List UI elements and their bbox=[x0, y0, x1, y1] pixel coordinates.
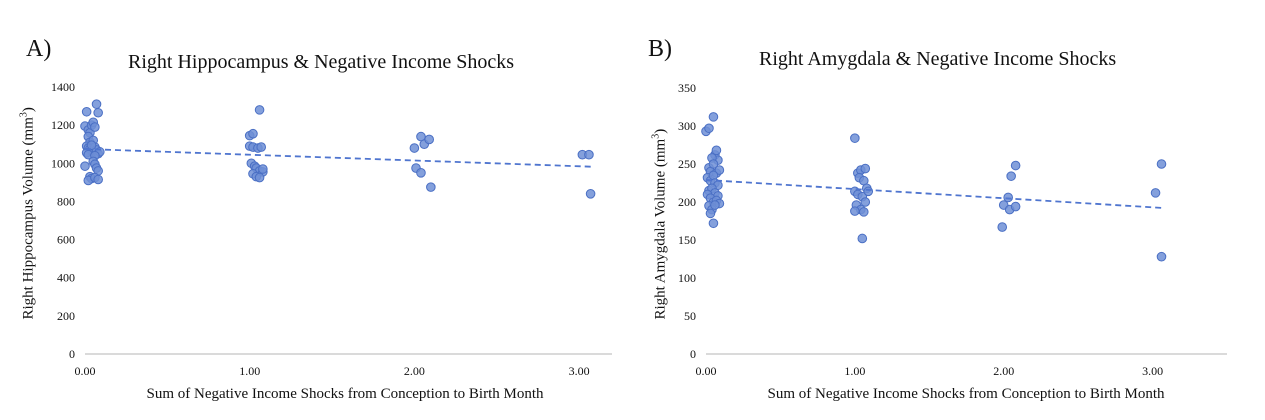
y-tick-label-b: 100 bbox=[678, 271, 696, 285]
data-point-a bbox=[93, 107, 103, 118]
data-point-a bbox=[258, 164, 268, 174]
data-point-a bbox=[416, 168, 426, 178]
x-tick-label-a: 1.00 bbox=[239, 364, 260, 378]
data-point-b bbox=[857, 233, 868, 244]
data-point-b bbox=[1156, 159, 1167, 169]
data-point-b bbox=[708, 170, 719, 181]
y-tick-label-a: 200 bbox=[57, 309, 75, 323]
data-point-b bbox=[863, 186, 874, 197]
data-point-a bbox=[254, 172, 265, 183]
x-tick-label-b: 1.00 bbox=[844, 364, 865, 378]
data-point-a bbox=[248, 128, 258, 139]
y-tick-label-a: 1200 bbox=[51, 118, 75, 132]
data-point-b bbox=[1156, 251, 1167, 262]
plot-area-b: 0 50 100 150 200 250 300 350 0.00 1.00 2.00 3.00 bbox=[678, 81, 1227, 378]
chart-title-b: Right Amygdala & Negative Income Shocks bbox=[759, 48, 1117, 70]
data-point-b bbox=[711, 145, 722, 156]
data-point-a bbox=[254, 105, 265, 115]
data-point-b bbox=[708, 218, 719, 229]
y-tick-label-a: 1400 bbox=[51, 80, 75, 94]
trendline-b bbox=[705, 179, 1165, 209]
data-point-b bbox=[860, 197, 871, 207]
data-point-b bbox=[850, 206, 860, 216]
x-tick-label-b: 0.00 bbox=[696, 364, 717, 378]
plot-area-a: 0 200 400 600 800 1000 1200 1400 0.00 1.00 2.00 3.0… bbox=[51, 80, 612, 378]
x-axis-label-a: Sum of Negative Income Shocks from Conce… bbox=[146, 386, 544, 402]
data-point-a bbox=[90, 122, 100, 132]
data-point-a bbox=[86, 140, 97, 150]
x-tick-label-a: 3.00 bbox=[569, 364, 590, 378]
data-point-b bbox=[997, 222, 1008, 232]
x-axis-label-b: Sum of Negative Income Shocks from Conce… bbox=[767, 386, 1165, 402]
chart-title-a: Right Hippocampus & Negative Income Shoc… bbox=[128, 51, 515, 73]
chart-panel-a: A) Right Hippocampus & Negative Income S… bbox=[0, 0, 632, 420]
data-point-b bbox=[1006, 171, 1016, 181]
data-point-b bbox=[860, 163, 871, 174]
data-point-b bbox=[1010, 201, 1021, 212]
data-point-a bbox=[80, 161, 90, 171]
y-tick-label-b: 200 bbox=[678, 195, 696, 209]
y-tick-label-b: 350 bbox=[678, 81, 696, 95]
data-point-a bbox=[585, 189, 596, 199]
data-point-b bbox=[1010, 160, 1021, 171]
data-point-b bbox=[850, 133, 860, 143]
y-tick-label-a: 800 bbox=[57, 194, 75, 208]
data-point-b bbox=[705, 208, 716, 219]
y-tick-label-b: 300 bbox=[678, 119, 696, 133]
data-point-a bbox=[256, 142, 267, 152]
data-point-a bbox=[409, 143, 420, 153]
data-point-b bbox=[704, 123, 714, 134]
data-point-a bbox=[91, 99, 102, 109]
y-tick-label-b: 50 bbox=[684, 309, 696, 323]
y-tick-label-a: 1000 bbox=[51, 156, 75, 170]
data-point-a bbox=[424, 134, 434, 145]
y-tick-label-a: 0 bbox=[69, 347, 75, 361]
x-tick-label-a: 2.00 bbox=[404, 364, 425, 378]
y-tick-label-b: 150 bbox=[678, 233, 696, 247]
data-point-a bbox=[81, 106, 92, 117]
x-tick-label-b: 2.00 bbox=[993, 364, 1014, 378]
trendline-a bbox=[84, 148, 593, 168]
data-point-b bbox=[710, 200, 720, 210]
data-point-a bbox=[93, 174, 103, 185]
data-point-b bbox=[708, 112, 719, 122]
x-tick-label-a: 0.00 bbox=[75, 364, 96, 378]
y-tick-label-b: 0 bbox=[690, 347, 696, 361]
panel-label-b: B) bbox=[648, 36, 672, 62]
x-tick-label-b: 3.00 bbox=[1142, 364, 1163, 378]
y-tick-label-b: 250 bbox=[678, 157, 696, 171]
data-point-a bbox=[426, 182, 436, 192]
data-point-b bbox=[714, 165, 725, 175]
data-point-b bbox=[708, 159, 719, 169]
data-point-b bbox=[1003, 192, 1013, 203]
panel-label-a: A) bbox=[26, 36, 52, 62]
y-tick-label-a: 600 bbox=[57, 233, 75, 247]
data-point-b bbox=[1150, 188, 1161, 198]
chart-panel-b: B) Right Amygdala & Negative Income Shoc… bbox=[632, 0, 1265, 420]
data-point-b bbox=[858, 207, 869, 217]
y-tick-label-a: 400 bbox=[57, 271, 75, 285]
data-point-a bbox=[584, 149, 594, 160]
